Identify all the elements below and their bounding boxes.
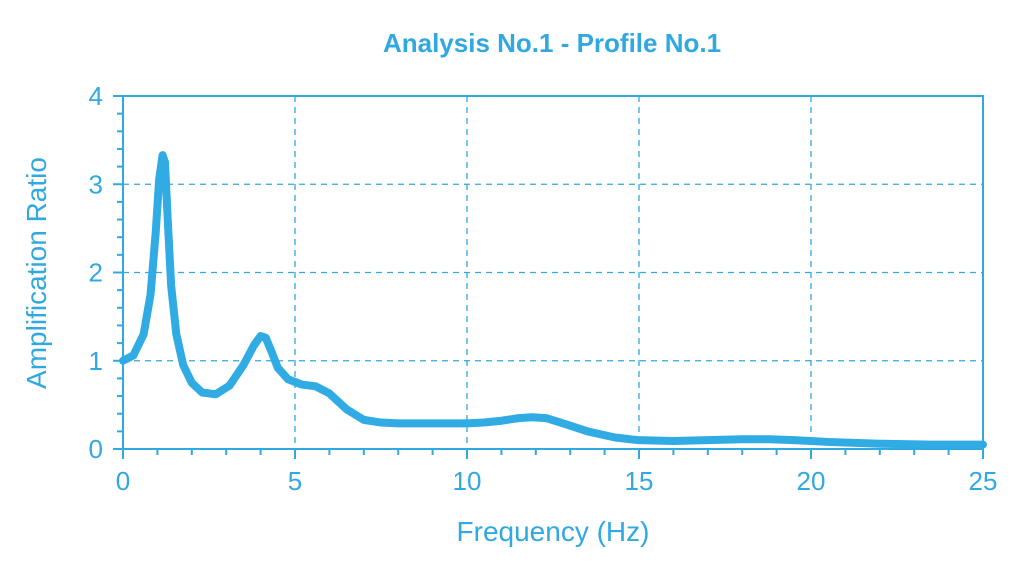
x-tick-label: 15 — [625, 466, 654, 496]
y-axis-label: Amplification Ratio — [21, 157, 52, 389]
x-tick-label: 25 — [969, 466, 998, 496]
x-tick-label: 20 — [797, 466, 826, 496]
x-tick-label: 5 — [288, 466, 302, 496]
axis-ticks — [113, 95, 984, 459]
tick-labels: 0 5 10 15 20 25 0 1 2 3 4 — [89, 81, 998, 496]
y-tick-label: 0 — [89, 434, 103, 464]
x-tick-label: 0 — [116, 466, 130, 496]
grid — [123, 96, 983, 449]
y-tick-label: 4 — [89, 81, 103, 111]
chart-title: Analysis No.1 - Profile No.1 — [383, 28, 721, 58]
x-tick-label: 10 — [453, 466, 482, 496]
series-line-0 — [119, 151, 987, 449]
y-tick-label: 3 — [89, 169, 103, 199]
series-layer — [119, 151, 987, 449]
y-tick-label: 1 — [89, 346, 103, 376]
y-tick-label: 2 — [89, 258, 103, 288]
x-axis-label: Frequency (Hz) — [457, 516, 650, 547]
